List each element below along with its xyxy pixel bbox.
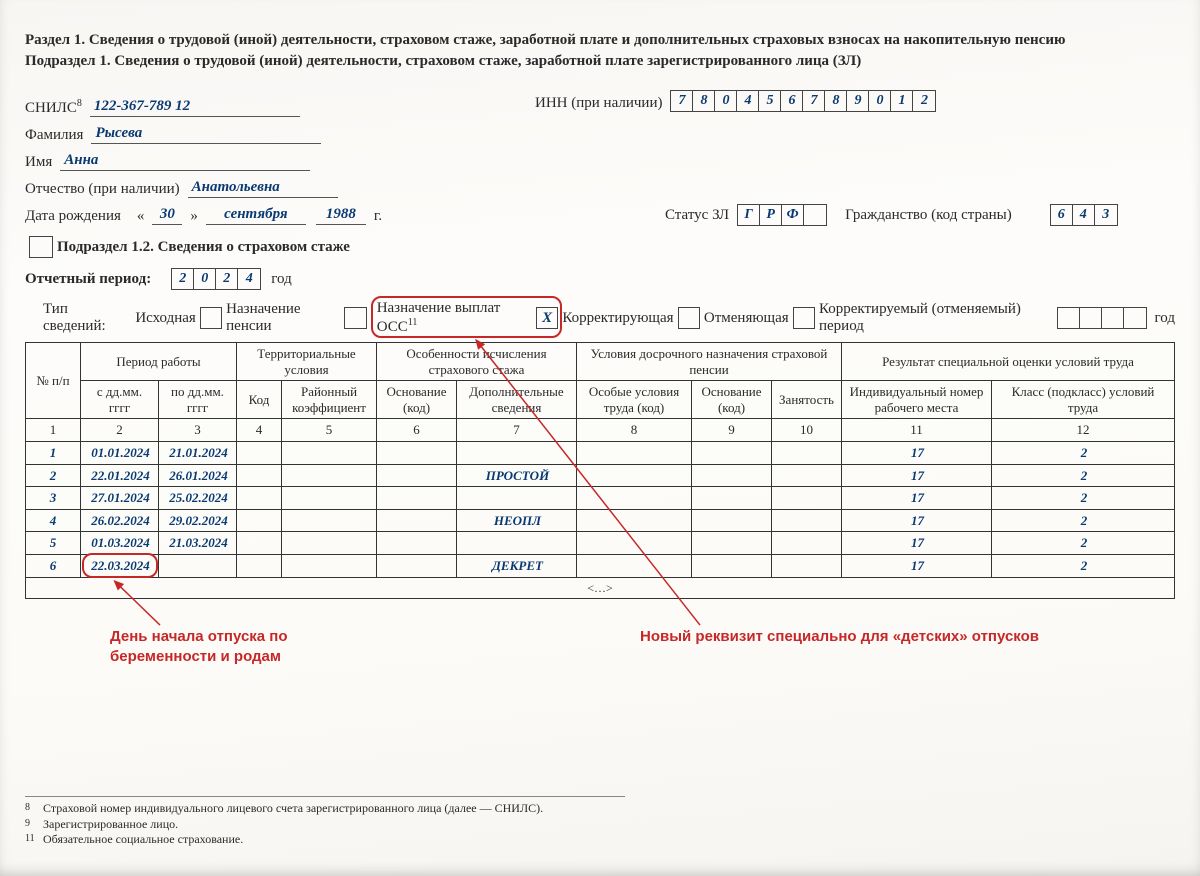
surname-value: Рысева	[91, 125, 321, 144]
table-row: 501.03.202421.03.2024172	[26, 532, 1175, 555]
subsection-title: Подраздел 1.2. Сведения о страховом стаж…	[57, 239, 350, 256]
col-osnov: Основание (код)	[377, 381, 457, 419]
col-numbers-row: 123456789101112	[26, 419, 1175, 442]
table-row: 622.03.2024ДЕКРЕТ172	[26, 554, 1175, 577]
citizenship-cells: 643	[1050, 204, 1118, 226]
subsection-checkbox[interactable]	[29, 236, 53, 258]
main-table: № п/п Период работы Территориальные усло…	[25, 342, 1175, 599]
corrected-period-suffix: год	[1155, 310, 1175, 327]
status-label: Статус ЗЛ	[665, 207, 729, 224]
col-osnov2: Основание (код)	[692, 381, 772, 419]
col-dop: Дополнительные сведения	[457, 381, 577, 419]
info-type-row: Тип сведений: Исходная Назначение пенсии…	[25, 300, 1175, 336]
footnotes: 8Страховой номер индивидуального лицевог…	[25, 796, 625, 848]
correcting-checkbox[interactable]	[678, 307, 700, 329]
dob-suffix: г.	[374, 208, 382, 225]
col-early: Условия досрочного назначения страховой …	[577, 343, 842, 381]
table-row: 426.02.202429.02.2024НЕОПЛ172	[26, 509, 1175, 532]
col-from: с дд.мм. гггг	[81, 381, 159, 419]
col-result: Результат специальной оценки условий тру…	[842, 343, 1175, 381]
dob-label: Дата рождения	[25, 208, 121, 225]
original-checkbox[interactable]	[200, 307, 222, 329]
section-title-1: Раздел 1. Сведения о трудовой (иной) дея…	[25, 30, 1175, 51]
surname-label: Фамилия	[25, 127, 83, 144]
info-type-label: Тип сведений:	[43, 301, 127, 335]
dob-year: 1988	[316, 206, 366, 225]
annotation-left: День начала отпуска по беременности и ро…	[110, 627, 350, 666]
section-title-2: Подраздел 1. Сведения о трудовой (иной) …	[25, 51, 1175, 72]
patronymic-value: Анатольевна	[188, 179, 338, 198]
oss-label: Назначение выплат ОСС11	[377, 300, 532, 336]
ellipsis-row: <…>	[26, 577, 1175, 598]
report-period-suffix: год	[271, 271, 291, 288]
table-row: 222.01.202426.01.2024ПРОСТОЙ172	[26, 464, 1175, 487]
document-page: Раздел 1. Сведения о трудовой (иной) дея…	[0, 0, 1200, 876]
report-period-cells: 2024	[171, 268, 261, 290]
col-to: по дд.мм. гггг	[159, 381, 237, 419]
corrected-period-label: Корректируемый (отменяемый) период	[819, 301, 1051, 335]
cancelling-checkbox[interactable]	[793, 307, 815, 329]
name-value: Анна	[60, 152, 310, 171]
correcting-label: Корректирующая	[562, 310, 673, 327]
col-num: № п/п	[26, 343, 81, 419]
snils-label: СНИЛС8	[25, 98, 82, 117]
original-label: Исходная	[135, 310, 196, 327]
table-row: 101.01.202421.01.2024172	[26, 441, 1175, 464]
col-period: Период работы	[81, 343, 237, 381]
snils-value: 122-367-789 12	[90, 98, 300, 117]
dob-month: сентября	[206, 206, 306, 225]
dob-day: 30	[152, 206, 182, 225]
status-cells: ГРФ	[737, 204, 827, 226]
col-employment: Занятость	[772, 381, 842, 419]
col-code: Код	[237, 381, 282, 419]
col-spec: Особые условия труда (код)	[577, 381, 692, 419]
inn-cells: 780456789012	[670, 90, 936, 112]
cancelling-label: Отменяющая	[704, 310, 789, 327]
oss-checkbox[interactable]: X	[536, 307, 558, 329]
col-terr: Территориальные условия	[237, 343, 377, 381]
corrected-period-cells	[1057, 307, 1147, 329]
patronymic-label: Отчество (при наличии)	[25, 181, 180, 198]
annotation-right: Новый реквизит специально для «детских» …	[640, 627, 1039, 647]
col-coef: Районный коэффициент	[282, 381, 377, 419]
report-period-label: Отчетный период:	[25, 271, 151, 288]
name-label: Имя	[25, 154, 52, 171]
col-class: Класс (подкласс) условий труда	[992, 381, 1175, 419]
pension-label: Назначение пенсии	[226, 301, 340, 335]
table-row: 327.01.202425.02.2024172	[26, 487, 1175, 510]
inn-label: ИНН (при наличии)	[535, 95, 662, 112]
pension-checkbox[interactable]	[344, 307, 366, 329]
col-workplace: Индивидуальный номер рабочего места	[842, 381, 992, 419]
citizenship-label: Гражданство (код страны)	[845, 207, 1012, 224]
col-stazh: Особенности исчисления страхового стажа	[377, 343, 577, 381]
